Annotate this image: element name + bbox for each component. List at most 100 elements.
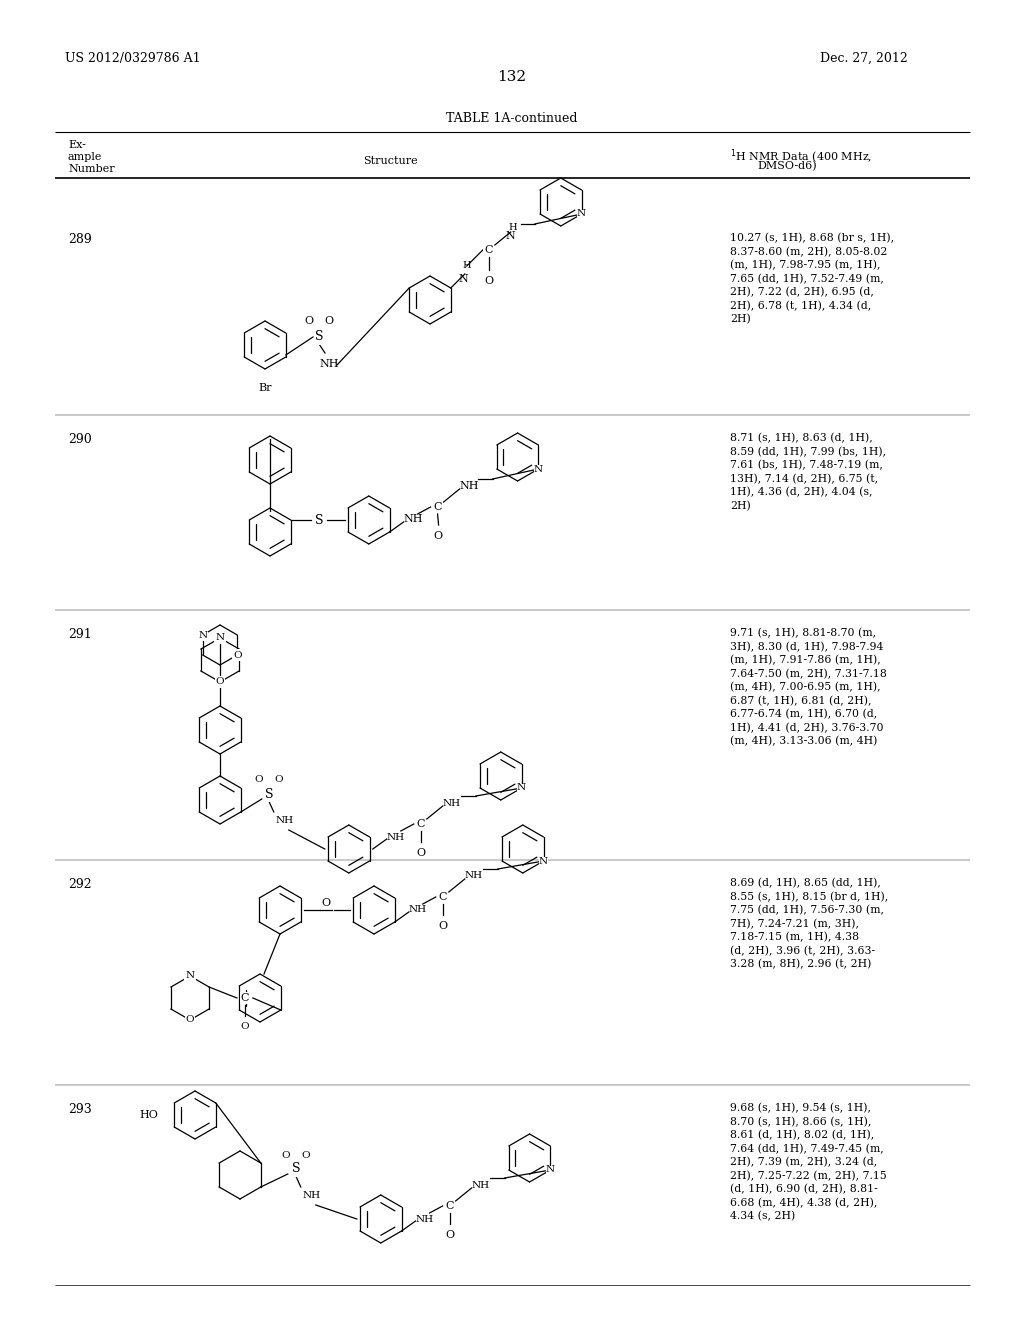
Text: O: O xyxy=(325,315,334,326)
Text: NH: NH xyxy=(319,359,339,370)
Text: NH: NH xyxy=(442,799,461,808)
Text: 10.27 (s, 1H), 8.68 (br s, 1H),: 10.27 (s, 1H), 8.68 (br s, 1H), xyxy=(730,234,894,243)
Text: 1H), 4.41 (d, 2H), 3.76-3.70: 1H), 4.41 (d, 2H), 3.76-3.70 xyxy=(730,722,884,733)
Text: Ex-: Ex- xyxy=(68,140,86,150)
Text: N: N xyxy=(198,631,207,639)
Text: C: C xyxy=(241,993,249,1003)
Text: 6.87 (t, 1H), 6.81 (d, 2H),: 6.87 (t, 1H), 6.81 (d, 2H), xyxy=(730,696,871,706)
Text: 4.34 (s, 2H): 4.34 (s, 2H) xyxy=(730,1210,796,1221)
Text: 7.18-7.15 (m, 1H), 4.38: 7.18-7.15 (m, 1H), 4.38 xyxy=(730,932,859,942)
Text: S: S xyxy=(264,788,273,800)
Text: NH: NH xyxy=(416,1214,434,1224)
Text: 2H): 2H) xyxy=(730,500,751,511)
Text: 8.55 (s, 1H), 8.15 (br d, 1H),: 8.55 (s, 1H), 8.15 (br d, 1H), xyxy=(730,891,888,902)
Text: 2H), 7.39 (m, 2H), 3.24 (d,: 2H), 7.39 (m, 2H), 3.24 (d, xyxy=(730,1158,878,1167)
Text: N: N xyxy=(215,634,224,643)
Text: DMSO-d6): DMSO-d6) xyxy=(757,161,816,172)
Text: 9.71 (s, 1H), 8.81-8.70 (m,: 9.71 (s, 1H), 8.81-8.70 (m, xyxy=(730,628,877,639)
Text: N: N xyxy=(459,275,469,284)
Text: Br: Br xyxy=(258,383,271,393)
Text: ample: ample xyxy=(68,152,102,162)
Text: 293: 293 xyxy=(68,1104,92,1115)
Text: N: N xyxy=(517,784,526,792)
Text: 8.37-8.60 (m, 2H), 8.05-8.02: 8.37-8.60 (m, 2H), 8.05-8.02 xyxy=(730,247,888,257)
Text: O: O xyxy=(233,651,242,660)
Text: N: N xyxy=(506,231,515,242)
Text: 9.68 (s, 1H), 9.54 (s, 1H),: 9.68 (s, 1H), 9.54 (s, 1H), xyxy=(730,1104,871,1113)
Text: (m, 4H), 3.13-3.06 (m, 4H): (m, 4H), 3.13-3.06 (m, 4H) xyxy=(730,737,878,746)
Text: 290: 290 xyxy=(68,433,92,446)
Text: NH: NH xyxy=(465,871,483,880)
Text: C: C xyxy=(445,1201,454,1210)
Text: 8.59 (dd, 1H), 7.99 (bs, 1H),: 8.59 (dd, 1H), 7.99 (bs, 1H), xyxy=(730,446,886,457)
Text: O: O xyxy=(322,898,331,908)
Text: 8.69 (d, 1H), 8.65 (dd, 1H),: 8.69 (d, 1H), 8.65 (dd, 1H), xyxy=(730,878,881,888)
Text: 3H), 8.30 (d, 1H), 7.98-7.94: 3H), 8.30 (d, 1H), 7.98-7.94 xyxy=(730,642,884,652)
Text: 2H), 7.22 (d, 2H), 6.95 (d,: 2H), 7.22 (d, 2H), 6.95 (d, xyxy=(730,286,873,297)
Text: NH: NH xyxy=(409,906,427,915)
Text: NH: NH xyxy=(387,833,404,842)
Text: (d, 2H), 3.96 (t, 2H), 3.63-: (d, 2H), 3.96 (t, 2H), 3.63- xyxy=(730,945,876,956)
Text: C: C xyxy=(417,818,425,829)
Text: O: O xyxy=(484,276,494,286)
Text: 6.77-6.74 (m, 1H), 6.70 (d,: 6.77-6.74 (m, 1H), 6.70 (d, xyxy=(730,709,878,719)
Text: C: C xyxy=(438,892,447,902)
Text: N: N xyxy=(534,465,543,474)
Text: 7.64 (dd, 1H), 7.49-7.45 (m,: 7.64 (dd, 1H), 7.49-7.45 (m, xyxy=(730,1143,884,1154)
Text: 292: 292 xyxy=(68,878,91,891)
Text: 291: 291 xyxy=(68,628,92,642)
Text: Number: Number xyxy=(68,164,115,174)
Text: N: N xyxy=(539,857,548,866)
Text: 1H), 4.36 (d, 2H), 4.04 (s,: 1H), 4.36 (d, 2H), 4.04 (s, xyxy=(730,487,872,498)
Text: O: O xyxy=(185,1015,195,1024)
Text: O: O xyxy=(416,847,425,858)
Text: S: S xyxy=(314,513,323,527)
Text: 7.61 (bs, 1H), 7.48-7.19 (m,: 7.61 (bs, 1H), 7.48-7.19 (m, xyxy=(730,459,883,470)
Text: NH: NH xyxy=(403,513,423,524)
Text: 2H), 6.78 (t, 1H), 4.34 (d,: 2H), 6.78 (t, 1H), 4.34 (d, xyxy=(730,301,871,310)
Text: O: O xyxy=(304,315,313,326)
Text: 7.64-7.50 (m, 2H), 7.31-7.18: 7.64-7.50 (m, 2H), 7.31-7.18 xyxy=(730,668,887,678)
Text: Dec. 27, 2012: Dec. 27, 2012 xyxy=(820,51,907,65)
Text: 7.65 (dd, 1H), 7.52-7.49 (m,: 7.65 (dd, 1H), 7.52-7.49 (m, xyxy=(730,273,884,284)
Text: O: O xyxy=(301,1151,310,1159)
Text: NH: NH xyxy=(472,1180,489,1189)
Text: 6.68 (m, 4H), 4.38 (d, 2H),: 6.68 (m, 4H), 4.38 (d, 2H), xyxy=(730,1197,878,1208)
Text: $^{1}$H NMR Data (400 MHz,: $^{1}$H NMR Data (400 MHz, xyxy=(730,148,872,166)
Text: NH: NH xyxy=(303,1191,321,1200)
Text: O: O xyxy=(433,531,442,541)
Text: TABLE 1A-continued: TABLE 1A-continued xyxy=(446,112,578,125)
Text: (m, 4H), 7.00-6.95 (m, 1H),: (m, 4H), 7.00-6.95 (m, 1H), xyxy=(730,682,881,693)
Text: HO: HO xyxy=(139,1110,158,1119)
Text: US 2012/0329786 A1: US 2012/0329786 A1 xyxy=(65,51,201,65)
Text: 2H): 2H) xyxy=(730,314,751,325)
Text: N: N xyxy=(546,1166,555,1175)
Text: H: H xyxy=(463,261,471,271)
Text: 8.71 (s, 1H), 8.63 (d, 1H),: 8.71 (s, 1H), 8.63 (d, 1H), xyxy=(730,433,872,444)
Text: NH: NH xyxy=(275,816,294,825)
Text: (m, 1H), 7.98-7.95 (m, 1H),: (m, 1H), 7.98-7.95 (m, 1H), xyxy=(730,260,881,271)
Text: N: N xyxy=(577,210,586,219)
Text: 289: 289 xyxy=(68,234,92,246)
Text: O: O xyxy=(445,1230,454,1239)
Text: 7H), 7.24-7.21 (m, 3H),: 7H), 7.24-7.21 (m, 3H), xyxy=(730,919,859,929)
Text: S: S xyxy=(292,1163,300,1176)
Text: 3.28 (m, 8H), 2.96 (t, 2H): 3.28 (m, 8H), 2.96 (t, 2H) xyxy=(730,960,871,969)
Text: O: O xyxy=(241,1022,249,1031)
Text: C: C xyxy=(433,502,441,512)
Text: 8.70 (s, 1H), 8.66 (s, 1H),: 8.70 (s, 1H), 8.66 (s, 1H), xyxy=(730,1117,871,1127)
Text: H: H xyxy=(509,223,517,232)
Text: O: O xyxy=(255,776,263,784)
Text: (m, 1H), 7.91-7.86 (m, 1H),: (m, 1H), 7.91-7.86 (m, 1H), xyxy=(730,655,881,665)
Text: O: O xyxy=(216,677,224,686)
Text: C: C xyxy=(484,246,493,255)
Text: O: O xyxy=(274,776,283,784)
Text: (d, 1H), 6.90 (d, 2H), 8.81-: (d, 1H), 6.90 (d, 2H), 8.81- xyxy=(730,1184,878,1195)
Text: 8.61 (d, 1H), 8.02 (d, 1H),: 8.61 (d, 1H), 8.02 (d, 1H), xyxy=(730,1130,874,1140)
Text: 2H), 7.25-7.22 (m, 2H), 7.15: 2H), 7.25-7.22 (m, 2H), 7.15 xyxy=(730,1171,887,1181)
Text: 7.75 (dd, 1H), 7.56-7.30 (m,: 7.75 (dd, 1H), 7.56-7.30 (m, xyxy=(730,906,884,915)
Text: Structure: Structure xyxy=(362,156,418,166)
Text: O: O xyxy=(282,1151,290,1159)
Text: 13H), 7.14 (d, 2H), 6.75 (t,: 13H), 7.14 (d, 2H), 6.75 (t, xyxy=(730,474,879,484)
Text: N: N xyxy=(185,972,195,981)
